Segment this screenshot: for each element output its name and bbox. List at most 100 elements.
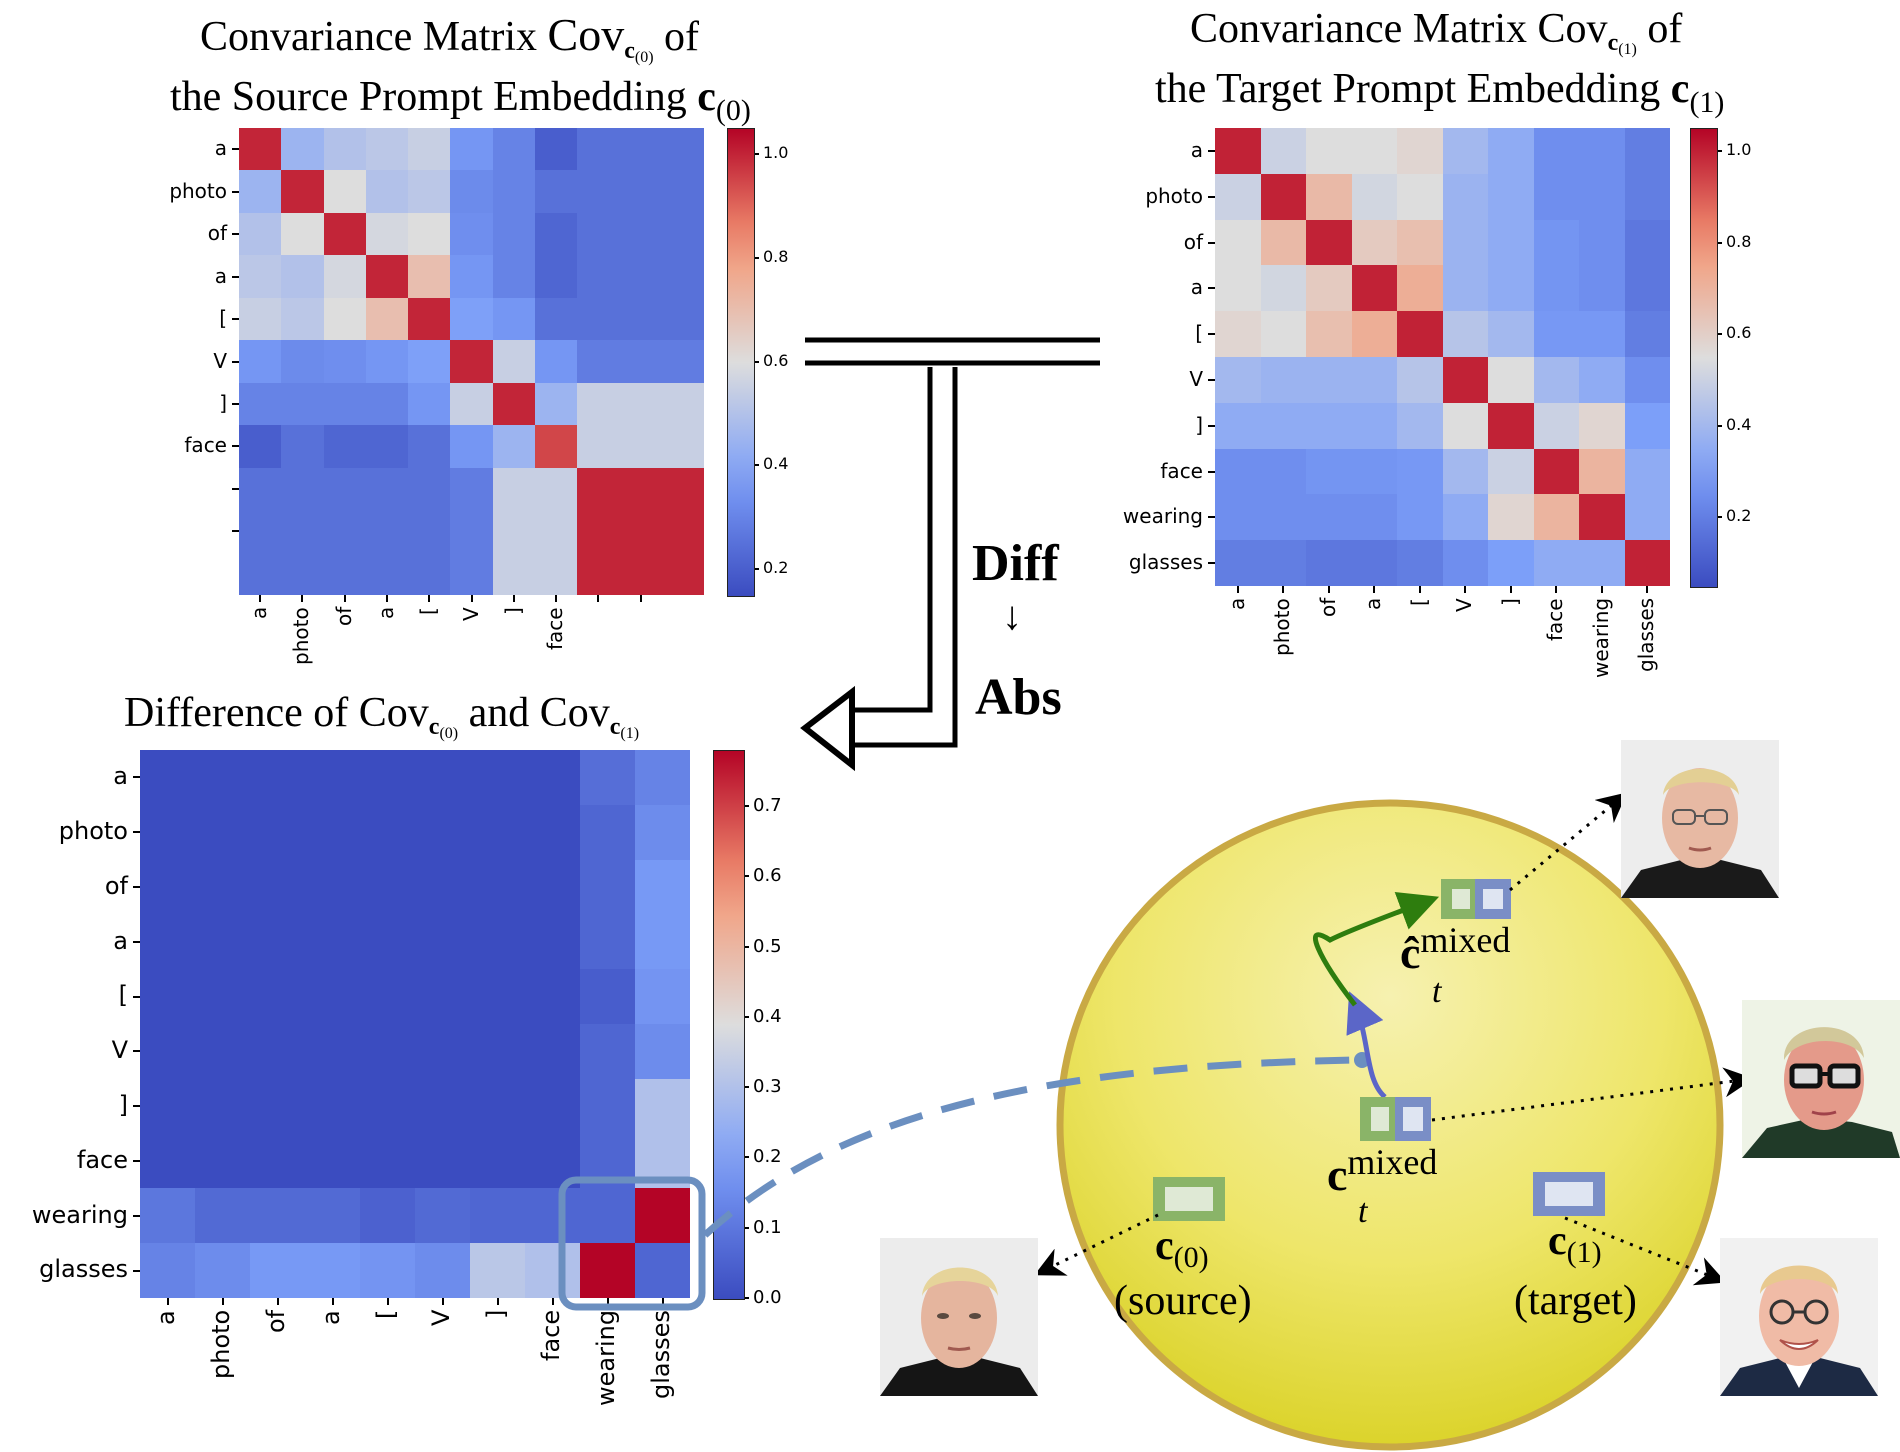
heatmap-cell [492, 467, 535, 511]
heatmap-cell [415, 859, 470, 915]
y-tick-label: V [111, 1036, 128, 1065]
heatmap-cell [661, 128, 704, 171]
heatmap-cell [305, 804, 360, 860]
heatmap-cell [281, 170, 324, 213]
heatmap-cell [365, 297, 409, 341]
heatmap-cell [619, 382, 662, 426]
colorbar-tick-label: 1.0 [763, 142, 789, 162]
heatmap-cell [1306, 494, 1352, 541]
heatmap-cell [281, 510, 324, 553]
c-mixed-box [1360, 1097, 1431, 1141]
heatmap-cell [140, 750, 195, 805]
y-tick [1208, 241, 1215, 244]
heatmap-cell [619, 552, 662, 595]
heatmap-cell [415, 1078, 470, 1134]
heatmap-cell [1397, 356, 1443, 403]
y-tick-label: of [1183, 229, 1203, 254]
heatmap-cell [1624, 356, 1670, 403]
heatmap-cell [1442, 265, 1488, 312]
heatmap-cell [450, 552, 493, 595]
y-tick [232, 530, 239, 533]
x-tick [1646, 586, 1649, 593]
heatmap-cell [619, 255, 662, 298]
heatmap-cell [365, 212, 409, 256]
y-tick-label: [ [1195, 321, 1203, 346]
heatmap-cell [577, 552, 620, 595]
x-tick [1373, 586, 1376, 593]
heatmap-cell [1579, 540, 1625, 586]
heatmap-cell [635, 750, 690, 805]
y-tick [1208, 333, 1215, 336]
heatmap-cell [239, 340, 282, 383]
heatmap-cell [323, 170, 366, 213]
heatmap-cell [470, 1133, 525, 1189]
heatmap-cell [239, 170, 282, 213]
heatmap-cell [305, 1023, 360, 1079]
heatmap-cell [408, 510, 451, 553]
heatmap-cell [281, 255, 324, 298]
x-tick [1600, 586, 1603, 593]
x-tick [259, 595, 262, 602]
heatmap-cell [450, 425, 493, 468]
heatmap-cell [525, 969, 580, 1024]
heatmap-cell [281, 212, 324, 256]
c1-target-box [1533, 1172, 1605, 1216]
heatmap-cell [635, 1188, 690, 1244]
colorbar-tick [743, 805, 749, 808]
heatmap-cell [492, 552, 535, 595]
y-tick [133, 831, 140, 834]
face-photo-glasses-stylized-icon [1742, 1000, 1900, 1158]
heatmap-cell [195, 1243, 250, 1298]
heatmap-cell [1397, 540, 1443, 586]
heatmap-cell [580, 1023, 635, 1079]
heatmap-cell [450, 340, 493, 383]
heatmap-cell [323, 297, 366, 341]
heatmap-cell [1260, 311, 1306, 357]
heatmap-cell [1442, 128, 1488, 174]
heatmap-cell [1260, 265, 1306, 312]
x-tick [221, 1298, 224, 1305]
heatmap-cell [250, 1078, 305, 1134]
colorbar-tick [753, 360, 759, 363]
heatmap-cell [415, 1133, 470, 1189]
heatmap-cell [408, 297, 451, 341]
heatmap-cell [281, 340, 324, 383]
heatmap-cell [580, 914, 635, 970]
colorbar-tick-label: 0.2 [763, 558, 789, 578]
heatmap-cell [525, 914, 580, 970]
y-tick-label: wearing [1122, 504, 1203, 529]
heatmap-cell [323, 552, 366, 595]
heatmap-cell [250, 1023, 305, 1079]
heatmap-cell [1442, 448, 1488, 495]
target-covariance-heatmap [1215, 128, 1670, 586]
x-tick [639, 595, 642, 602]
heatmap-cell [239, 425, 282, 468]
heatmap-cell [1442, 356, 1488, 403]
heatmap-cell [195, 914, 250, 970]
x-tick [470, 595, 473, 602]
abs-label: Abs [975, 669, 1062, 726]
heatmap-cell [195, 750, 250, 805]
heatmap-cell [1215, 173, 1261, 220]
y-tick-label: of [104, 871, 128, 900]
heatmap-cell [239, 467, 282, 511]
heatmap-cell [360, 969, 415, 1024]
c0-source-box [1153, 1177, 1225, 1221]
target-title-line2: the Target Prompt Embedding c(1) [1155, 66, 1725, 119]
heatmap-cell [360, 750, 415, 805]
colorbar-tick-label: 0.0 [753, 1287, 782, 1308]
heatmap-cell [525, 1188, 580, 1244]
x-tick [555, 595, 558, 602]
heatmap-cell [1533, 448, 1579, 495]
heatmap-cell [1533, 356, 1579, 403]
heatmap-cell [1488, 265, 1534, 312]
heatmap-cell [470, 969, 525, 1024]
heatmap-cell [534, 128, 578, 171]
heatmap-cell [1215, 265, 1261, 312]
heatmap-cell [1533, 402, 1579, 449]
y-tick [232, 445, 239, 448]
heatmap-cell [305, 969, 360, 1024]
heatmap-cell [1351, 356, 1397, 403]
heatmap-cell [1260, 219, 1306, 266]
heatmap-cell [661, 340, 704, 383]
